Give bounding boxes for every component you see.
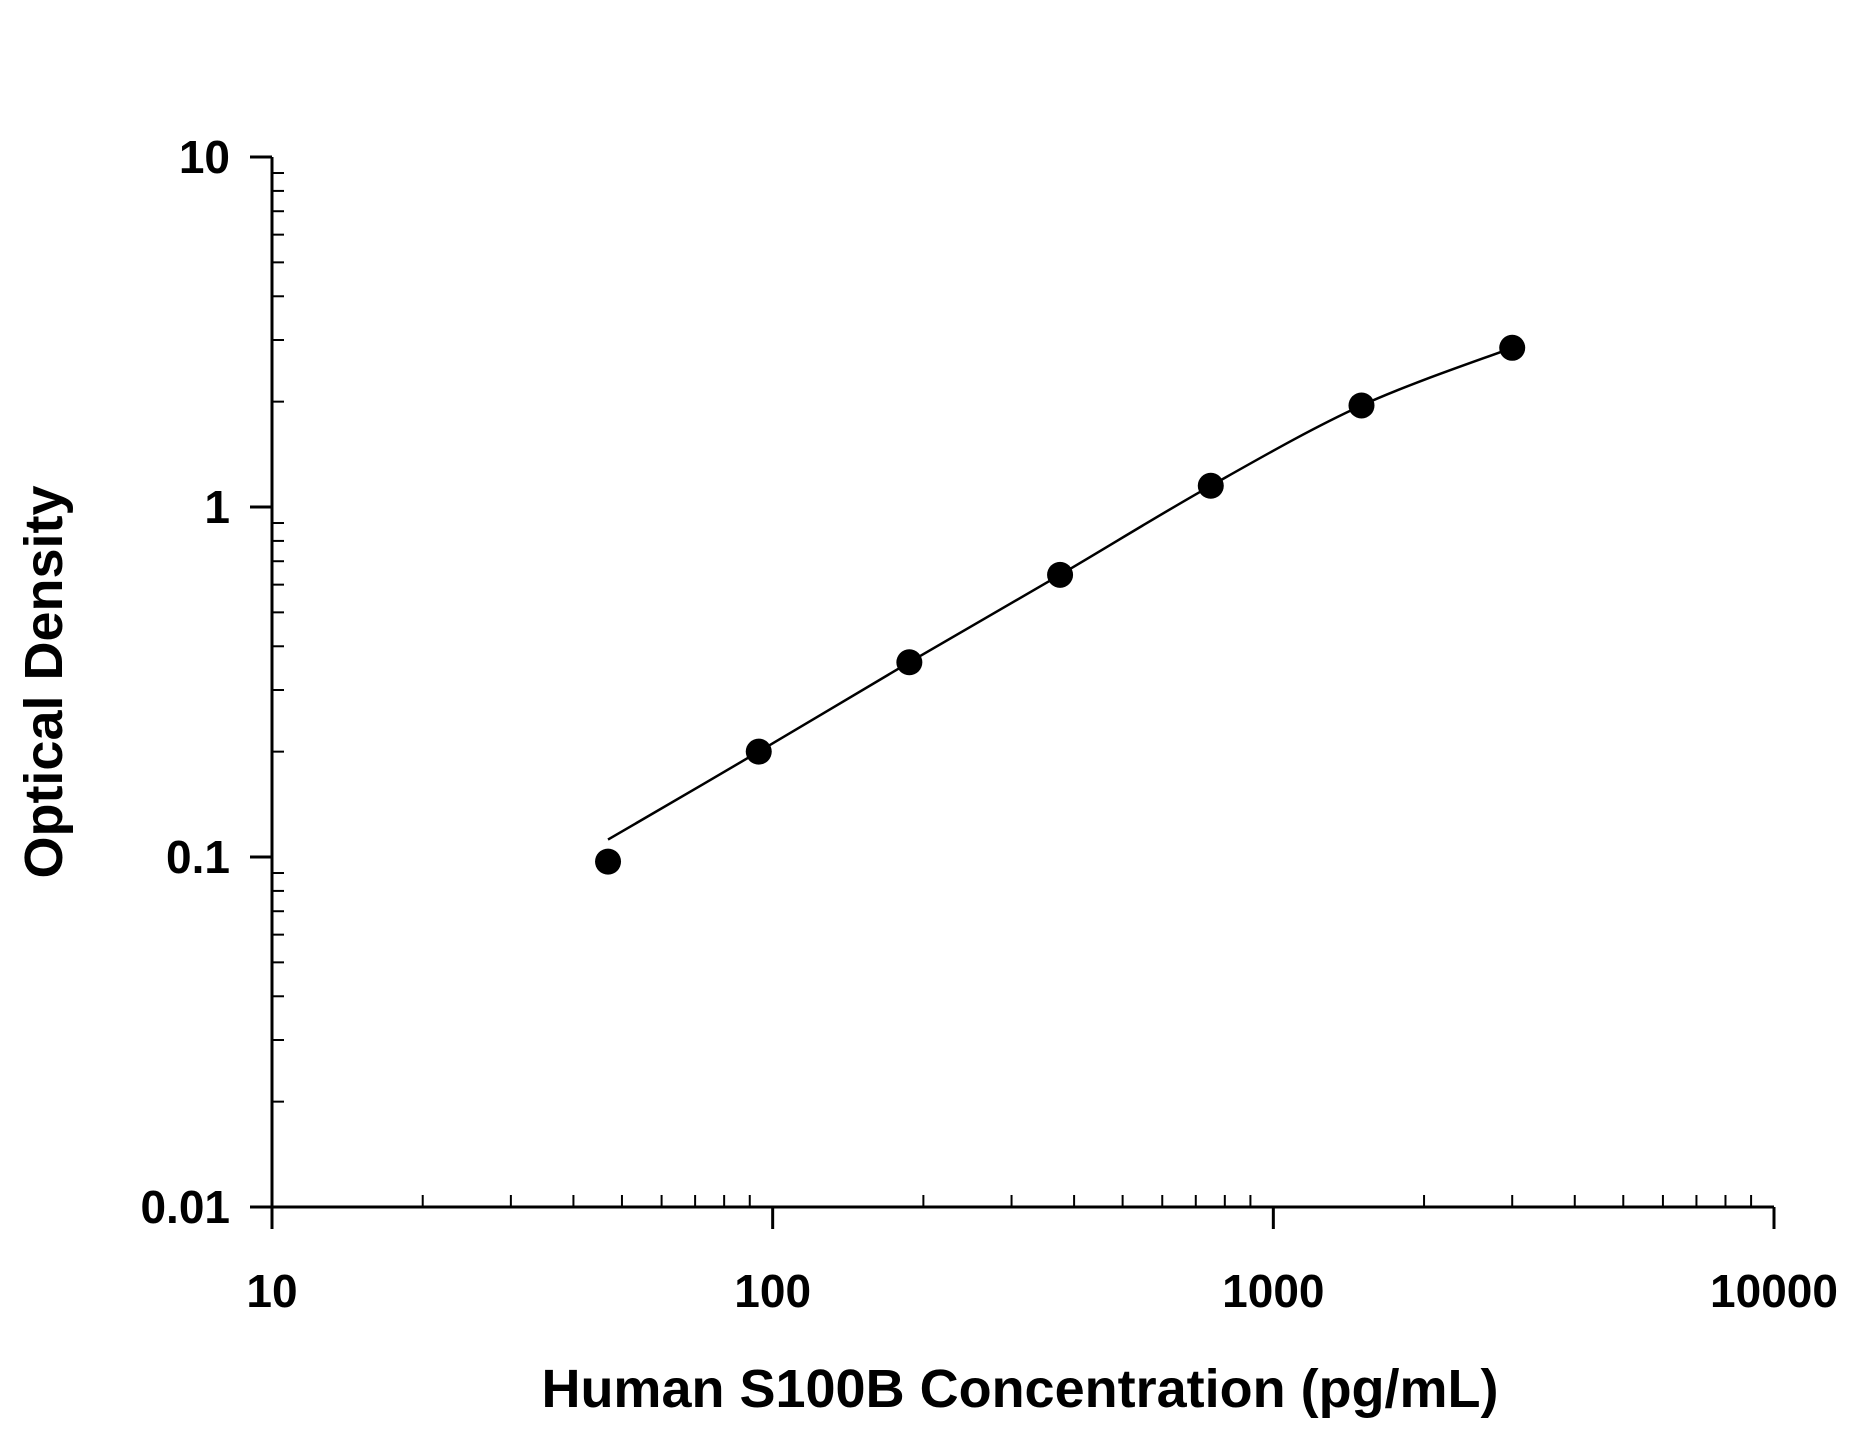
data-point [1499,334,1526,361]
y-tick-label: 10 [179,131,230,183]
y-tick-label: 1 [204,481,230,533]
data-point [1348,392,1375,419]
x-tick-label: 10000 [1710,1265,1838,1317]
data-point [745,738,772,765]
tick-labels: 10 1 0.1 0.01 10 100 1000 10000 [140,131,1837,1317]
axes [270,157,1774,1209]
data-points [595,334,1526,875]
data-point [896,649,923,676]
y-tick-label: 0.1 [166,831,230,883]
x-tick-label: 100 [734,1265,811,1317]
data-point [1197,472,1224,499]
x-tick-label: 1000 [1222,1265,1324,1317]
x-axis-title: Human S100B Concentration (pg/mL) [541,1359,1498,1419]
y-axis-title: Optical Density [14,485,74,878]
data-point [1047,561,1074,588]
fit-curve-layer [607,346,1513,841]
data-point [595,848,622,875]
x-tick-label: 10 [246,1265,297,1317]
fit-curve [607,346,1513,841]
axis-ticks [250,155,1776,1229]
y-tick-label: 0.01 [140,1181,230,1233]
